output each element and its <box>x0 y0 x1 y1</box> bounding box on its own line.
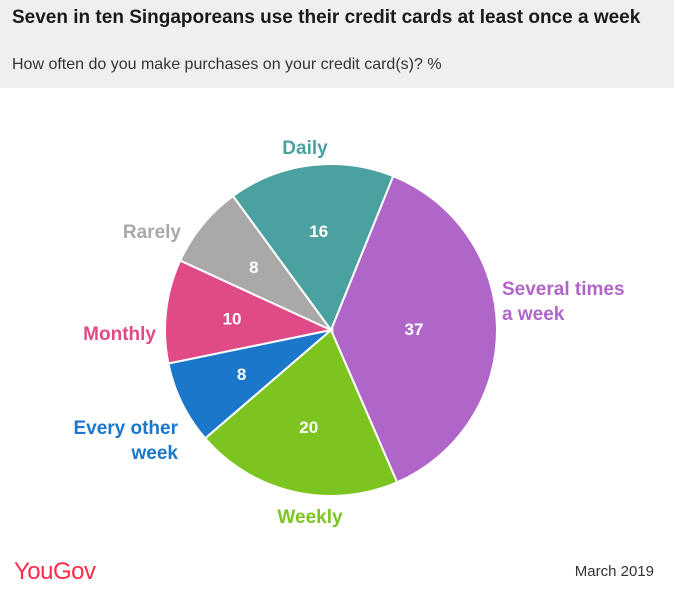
pie-slice-several-times-a-week <box>329 174 498 484</box>
category-label-weekly: Weekly <box>277 507 343 528</box>
chart-subtitle: How often do you make purchases on your … <box>12 56 442 73</box>
category-label-monthly: Monthly <box>83 324 156 345</box>
pie-slice-weekly <box>203 328 399 497</box>
category-label-rarely: Rarely <box>123 222 182 243</box>
value-label-monthly: 10 <box>223 310 242 329</box>
pie-slice-monthly <box>164 259 335 365</box>
pie-chart: 37 Several times a week 20 Weekly 8 Every othe… <box>73 138 625 528</box>
value-label-several-times-a-week: 37 <box>405 320 424 339</box>
value-label-daily: 16 <box>309 222 328 241</box>
value-label-weekly: 20 <box>299 418 318 437</box>
chart-title: Seven in ten Singaporeans use their cred… <box>12 7 641 28</box>
yougov-logo: YouGov <box>14 558 96 585</box>
header: Seven in ten Singaporeans use their cred… <box>0 0 674 88</box>
value-label-every-other-week: 8 <box>237 365 246 384</box>
pie-slice-daily <box>231 163 395 333</box>
date-label: March 2019 <box>574 563 654 580</box>
category-label-daily: Daily <box>282 138 328 159</box>
category-label-several-times-a-week: Several times a week <box>502 279 625 325</box>
category-label-every-other-week: Every other week <box>73 418 178 464</box>
value-label-rarely: 8 <box>249 258 258 277</box>
